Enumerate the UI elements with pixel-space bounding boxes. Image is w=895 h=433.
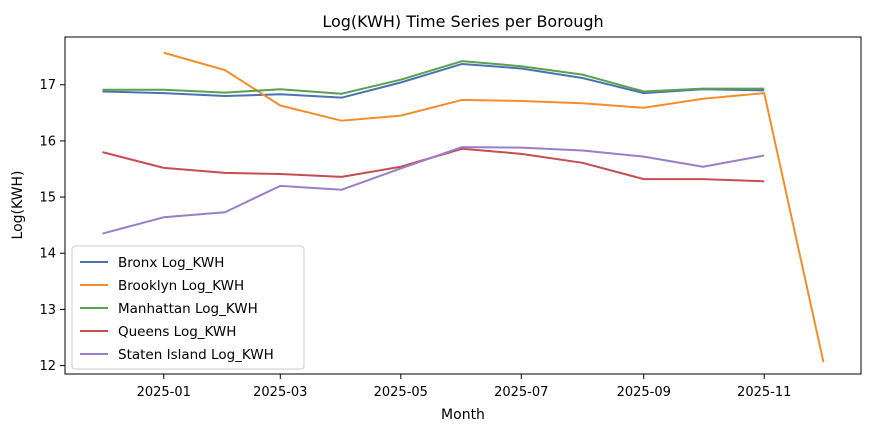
x-tick-label: 2025-07 — [494, 385, 548, 400]
y-tick-label: 16 — [39, 134, 56, 149]
x-axis-label: Month — [441, 407, 485, 423]
x-tick-label: 2025-09 — [617, 385, 671, 400]
series-line-manhattan-log-kwh — [102, 60, 765, 95]
x-tick-label: 2025-03 — [253, 385, 307, 400]
legend-label-queens-log-kwh: Queens Log_KWH — [118, 324, 236, 340]
x-axis: 2025-01 2025-03 2025-05 2025-07 2025-09 2025-… — [137, 374, 791, 400]
y-tick-label: 14 — [39, 247, 56, 262]
series-line-bronx-log-kwh — [102, 62, 765, 99]
y-axis-label: Log(KWH) — [10, 171, 26, 240]
chart-title: Log(KWH) Time Series per Borough — [322, 12, 603, 31]
legend-label-staten-island-log-kwh: Staten Island Log_KWH — [118, 347, 274, 363]
series-line-queens-log-kwh — [102, 147, 765, 183]
legend-box — [71, 245, 305, 370]
y-axis: 12 13 14 15 16 17 — [39, 78, 65, 374]
y-tick-label: 17 — [39, 78, 56, 93]
y-tick-label: 13 — [39, 303, 56, 318]
x-tick-label: 2025-11 — [737, 385, 791, 400]
series-line-staten-island-log-kwh — [102, 146, 765, 235]
legend-label-brooklyn-log-kwh: Brooklyn Log_KWH — [118, 278, 244, 294]
legend-label-bronx-log-kwh: Bronx Log_KWH — [118, 255, 224, 271]
series-line-brooklyn-log-kwh — [163, 51, 825, 363]
x-tick-label: 2025-05 — [374, 385, 428, 400]
legend: Bronx Log_KWH Brooklyn Log_KWH Manhattan L… — [71, 245, 305, 370]
y-tick-label: 12 — [39, 359, 56, 374]
plot-lines — [102, 51, 825, 363]
y-tick-label: 15 — [39, 191, 56, 206]
x-tick-label: 2025-01 — [137, 385, 191, 400]
axes-frame — [64, 36, 862, 375]
legend-label-manhattan-log-kwh: Manhattan Log_KWH — [118, 301, 258, 317]
